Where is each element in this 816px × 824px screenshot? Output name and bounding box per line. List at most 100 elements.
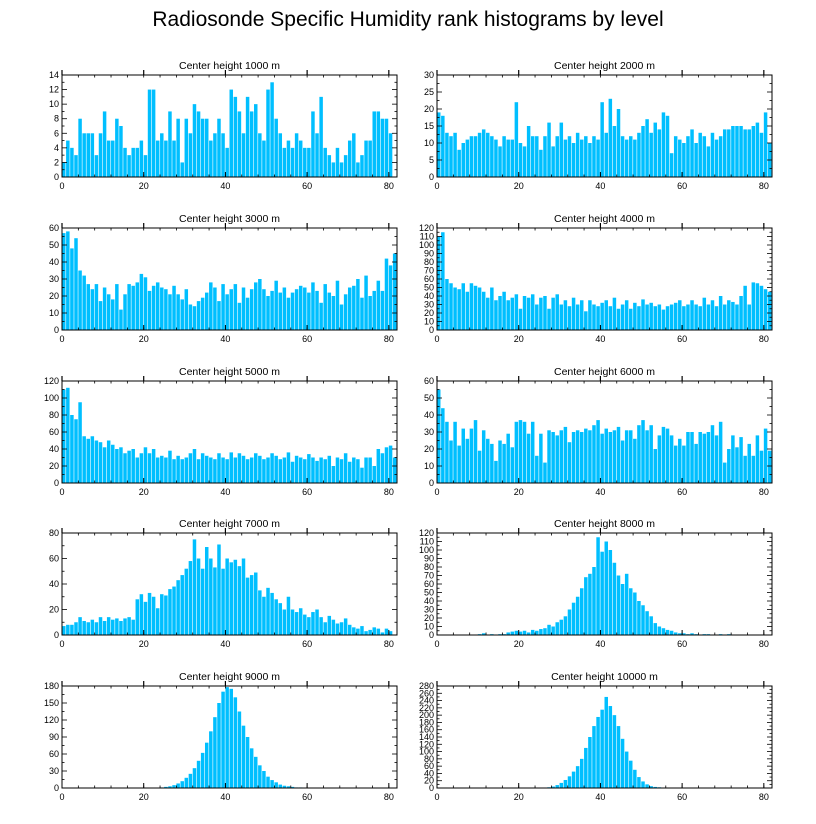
histogram-bar <box>82 436 86 483</box>
histogram-bar <box>579 300 584 330</box>
histogram-bar <box>176 580 180 635</box>
histogram-bar <box>600 551 604 635</box>
histogram-bar <box>62 389 66 483</box>
x-tick-label: 20 <box>514 792 524 802</box>
histogram-bar <box>592 726 596 788</box>
histogram-bar <box>579 758 584 788</box>
histogram-bar <box>657 304 662 330</box>
histogram-bar <box>176 455 180 483</box>
y-tick-label: 10 <box>49 308 59 318</box>
histogram-bar <box>641 781 645 788</box>
histogram-bar <box>102 447 107 483</box>
histogram-bar <box>262 289 266 330</box>
histogram-bar <box>241 287 246 330</box>
histogram-bar <box>155 140 160 177</box>
histogram-bar <box>139 594 144 635</box>
y-tick-label: 20 <box>49 291 59 301</box>
histogram-bar <box>70 248 74 330</box>
histogram-bar <box>290 461 295 483</box>
histogram-bar <box>604 132 608 177</box>
x-tick-label: 80 <box>384 181 394 191</box>
histogram-bar <box>624 573 629 635</box>
histogram-bar <box>694 443 698 483</box>
histogram-bar <box>612 297 617 330</box>
histogram-bar <box>335 623 340 635</box>
histogram-bar <box>70 147 74 177</box>
histogram-bar <box>604 696 608 788</box>
histogram-bar <box>567 306 572 330</box>
histogram-bar <box>356 628 360 636</box>
histogram-bar <box>469 283 474 330</box>
histogram-bar <box>547 308 551 330</box>
histogram-bar <box>751 282 756 330</box>
histogram-bar <box>282 785 287 788</box>
histogram-bar <box>266 776 270 788</box>
histogram-bar <box>690 432 694 483</box>
histogram-bar <box>449 440 453 483</box>
x-tick-label: 0 <box>434 334 439 344</box>
histogram-bar <box>74 155 78 177</box>
histogram-bar <box>690 129 694 177</box>
y-tick-label: 60 <box>424 274 434 284</box>
y-tick-label: 60 <box>49 749 59 759</box>
histogram-bar <box>327 292 332 330</box>
histogram-bar <box>164 786 168 788</box>
histogram-bar <box>645 119 649 177</box>
histogram-bar <box>278 603 283 636</box>
histogram-bar <box>360 626 364 635</box>
histogram-bar <box>380 453 385 483</box>
histogram-bar <box>739 126 743 177</box>
x-tick-label: 40 <box>595 792 605 802</box>
histogram-bar <box>213 567 217 635</box>
histogram-bar <box>123 618 127 635</box>
histogram-bar <box>98 442 103 483</box>
histogram-bar <box>106 440 111 483</box>
histogram-bar <box>303 614 307 635</box>
histogram-bar <box>388 631 393 635</box>
chart-panel-3: Center height 3000 m 0 20 40 60 80 0 10 20 30 40 50… <box>49 213 398 344</box>
histogram-bar <box>298 457 303 483</box>
histogram-bar <box>200 118 205 177</box>
histogram-bar <box>608 432 613 483</box>
histogram-bar <box>192 306 197 330</box>
histogram-bar <box>266 587 270 635</box>
histogram-bar <box>339 459 344 483</box>
histogram-bar <box>343 155 348 177</box>
histogram-bar <box>563 616 568 635</box>
x-tick-label: 60 <box>677 639 687 649</box>
histogram-bar <box>608 306 613 330</box>
histogram-bar <box>641 605 645 635</box>
histogram-bar <box>192 104 197 177</box>
histogram-bar <box>184 457 189 483</box>
histogram-bar <box>682 633 686 635</box>
histogram-bar <box>616 109 621 177</box>
histogram-bar <box>673 302 678 330</box>
x-tick-label: 0 <box>59 487 64 497</box>
histogram-bar <box>127 617 131 635</box>
histogram-bar <box>457 289 461 330</box>
histogram-bar <box>233 284 238 330</box>
histogram-bar <box>763 428 768 483</box>
histogram-bar <box>343 453 348 483</box>
histogram-bar <box>229 289 233 330</box>
histogram-bar <box>535 630 539 635</box>
histogram-bar <box>364 140 368 177</box>
x-tick-label: 0 <box>59 181 64 191</box>
histogram-bar <box>327 615 332 636</box>
histogram-bar <box>767 450 772 483</box>
y-tick-label: 100 <box>419 747 434 757</box>
histogram-bar <box>665 428 670 483</box>
x-tick-label: 20 <box>139 181 149 191</box>
histogram-bar <box>551 626 555 635</box>
histogram-bar <box>266 89 270 177</box>
histogram-bar <box>453 132 457 177</box>
histogram-bar <box>392 253 397 330</box>
histogram-bar <box>180 459 184 483</box>
histogram-bar <box>526 297 531 330</box>
histogram-bar <box>245 737 250 788</box>
y-tick-label: 5 <box>429 155 434 165</box>
histogram-bar <box>441 115 445 177</box>
histogram-bar <box>282 457 287 483</box>
histogram-bar <box>731 435 735 483</box>
histogram-bar <box>665 115 670 177</box>
